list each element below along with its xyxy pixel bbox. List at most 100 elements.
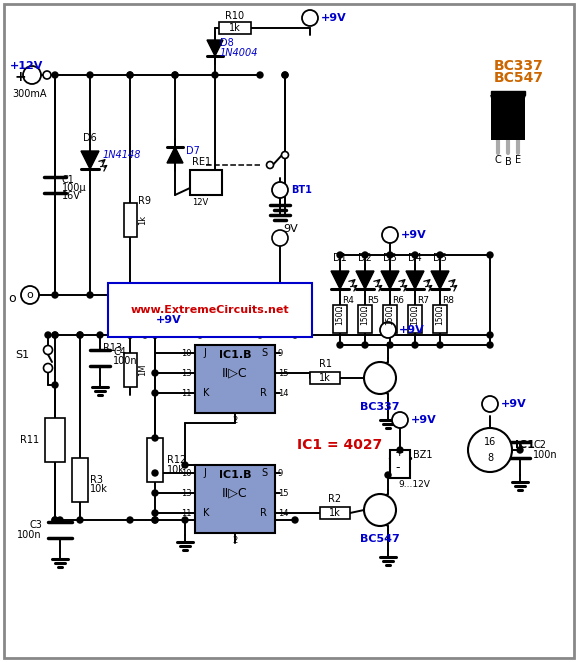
Text: +12V: +12V xyxy=(10,61,43,71)
Text: R6: R6 xyxy=(392,296,404,305)
Circle shape xyxy=(87,72,93,78)
Circle shape xyxy=(137,312,153,328)
Circle shape xyxy=(385,472,391,478)
Text: 150Ω: 150Ω xyxy=(410,305,420,326)
Bar xyxy=(383,305,397,333)
Bar xyxy=(195,465,275,533)
Text: R: R xyxy=(260,508,267,518)
Text: R10: R10 xyxy=(225,11,244,21)
Text: 15: 15 xyxy=(278,369,288,377)
Circle shape xyxy=(77,332,83,338)
Text: R2: R2 xyxy=(328,494,342,504)
Polygon shape xyxy=(431,271,449,289)
Polygon shape xyxy=(356,271,374,289)
Circle shape xyxy=(43,363,53,373)
Circle shape xyxy=(387,342,393,348)
Circle shape xyxy=(127,72,133,78)
Circle shape xyxy=(127,332,133,338)
Text: K: K xyxy=(203,508,209,518)
Bar xyxy=(190,170,222,195)
Text: +9V: +9V xyxy=(156,315,181,325)
Circle shape xyxy=(52,72,58,78)
Circle shape xyxy=(52,517,58,523)
Circle shape xyxy=(52,382,58,388)
Text: 2: 2 xyxy=(232,536,238,545)
Text: D8: D8 xyxy=(220,38,234,48)
Circle shape xyxy=(468,428,512,472)
Text: +9V: +9V xyxy=(321,13,347,23)
Bar xyxy=(72,458,88,502)
Text: R4: R4 xyxy=(342,296,354,305)
Circle shape xyxy=(487,342,493,348)
Circle shape xyxy=(382,227,398,243)
Text: 150Ω: 150Ω xyxy=(361,305,369,326)
Circle shape xyxy=(43,346,53,354)
Text: BC547: BC547 xyxy=(360,534,400,544)
Text: 150Ω: 150Ω xyxy=(335,305,344,326)
Text: IC1.B: IC1.B xyxy=(218,350,251,360)
Circle shape xyxy=(137,307,153,323)
Circle shape xyxy=(152,510,158,516)
Text: B: B xyxy=(505,157,512,167)
Bar xyxy=(408,305,422,333)
Polygon shape xyxy=(81,151,99,169)
Circle shape xyxy=(77,517,83,523)
Text: BC337: BC337 xyxy=(494,59,544,73)
Bar xyxy=(45,418,65,462)
Text: o: o xyxy=(27,290,34,300)
Text: 100n: 100n xyxy=(17,530,42,540)
Text: ΙΙ▷C: ΙΙ▷C xyxy=(222,367,248,379)
Circle shape xyxy=(87,292,93,298)
Circle shape xyxy=(197,332,203,338)
Text: 9V: 9V xyxy=(283,224,298,234)
Text: R1: R1 xyxy=(318,359,332,369)
Text: +: + xyxy=(14,70,25,84)
Text: 10k: 10k xyxy=(167,465,185,475)
Circle shape xyxy=(127,332,133,338)
Text: 1k: 1k xyxy=(329,508,341,518)
Text: D3: D3 xyxy=(383,253,397,263)
Circle shape xyxy=(282,72,288,78)
Text: 16: 16 xyxy=(484,437,496,447)
Bar xyxy=(124,203,136,237)
Text: BT1: BT1 xyxy=(291,185,312,195)
Circle shape xyxy=(212,292,218,298)
Circle shape xyxy=(52,517,58,523)
Text: D5: D5 xyxy=(433,253,447,263)
Text: +9V: +9V xyxy=(399,325,425,335)
Text: 150Ω: 150Ω xyxy=(386,305,395,326)
Circle shape xyxy=(152,435,158,441)
Circle shape xyxy=(142,332,148,338)
Text: 1N4004: 1N4004 xyxy=(220,48,258,58)
Circle shape xyxy=(517,447,523,453)
Text: 16V: 16V xyxy=(62,191,81,201)
Circle shape xyxy=(437,342,443,348)
Text: ΙΙ▷C: ΙΙ▷C xyxy=(222,487,248,500)
Circle shape xyxy=(52,332,58,338)
Circle shape xyxy=(487,332,493,338)
Text: 1k: 1k xyxy=(139,215,147,225)
Circle shape xyxy=(257,332,263,338)
Text: +9V: +9V xyxy=(501,399,527,409)
Circle shape xyxy=(127,72,133,78)
Text: R5: R5 xyxy=(367,296,379,305)
Text: BC547: BC547 xyxy=(494,71,544,85)
Text: D7: D7 xyxy=(186,146,200,156)
Circle shape xyxy=(23,66,41,84)
Circle shape xyxy=(172,292,178,298)
Circle shape xyxy=(272,182,288,198)
Circle shape xyxy=(412,252,418,258)
Circle shape xyxy=(21,286,39,304)
Bar xyxy=(310,372,340,384)
Text: D6: D6 xyxy=(83,133,97,143)
Circle shape xyxy=(127,517,133,523)
Text: IC1 = 4027: IC1 = 4027 xyxy=(297,438,383,452)
Circle shape xyxy=(412,342,418,348)
Text: 9: 9 xyxy=(278,348,283,357)
Text: +9V: +9V xyxy=(156,310,181,320)
Text: +: + xyxy=(395,448,405,458)
Circle shape xyxy=(152,517,158,523)
Text: BC337: BC337 xyxy=(360,402,400,412)
Circle shape xyxy=(182,462,188,468)
Text: S1: S1 xyxy=(15,350,29,360)
